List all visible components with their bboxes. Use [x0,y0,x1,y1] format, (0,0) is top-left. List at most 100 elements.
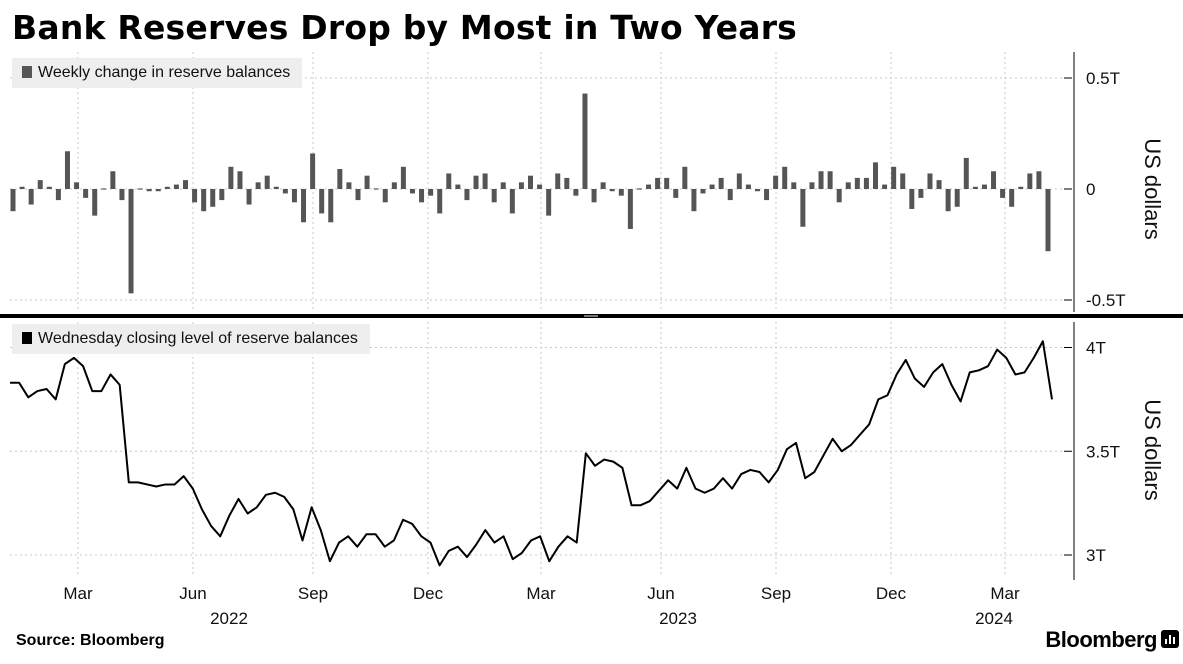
bar-21 [201,189,207,212]
bar-54 [500,182,506,189]
bar-71 [655,177,661,189]
bar-64 [591,189,597,203]
bar-88 [809,182,815,189]
bar-111 [1018,186,1024,189]
bloomberg-chart-icon [1161,630,1179,648]
bar-17 [164,186,170,189]
bar-22 [210,189,216,207]
bar-25 [237,171,243,189]
bar-15 [146,189,152,192]
x-year-label-2: 2024 [975,609,1013,628]
bar-58 [537,184,543,189]
source-note: Source: Bloomberg [16,632,165,649]
x-year-label-1: 2023 [659,609,697,628]
bar-101 [927,173,933,189]
bar-35 [328,189,334,223]
bar-46 [428,189,434,196]
bar-85 [782,166,788,189]
top-ytick-label-0: 0.5T [1086,69,1120,88]
x-tick-label-8: Mar [990,584,1020,603]
bar-69 [636,188,642,190]
bar-55 [509,189,515,214]
bar-4 [46,186,52,189]
bar-79 [727,189,733,201]
bar-78 [718,177,724,189]
bar-9 [92,189,98,216]
top-ytick-label-1: 0 [1086,180,1095,199]
x-tick-label-4: Mar [526,584,556,603]
bar-105 [963,157,969,189]
bar-90 [827,171,833,189]
bar-48 [446,173,452,189]
bar-0 [10,189,16,212]
bar-94 [863,177,869,189]
top-ytick-label-2: -0.5T [1086,291,1126,310]
bar-72 [664,177,670,189]
bar-11 [110,171,116,189]
bar-95 [873,162,878,189]
bar-16 [155,189,161,192]
reserve-level-line [10,340,1053,567]
bar-74 [682,166,688,189]
bar-32 [301,189,307,223]
bottom-ytick-label-2: 3T [1086,546,1106,565]
x-tick-label-5: Jun [647,584,674,603]
legend-closing-level: Wednesday closing level of reserve balan… [12,324,370,354]
bar-87 [800,189,806,227]
legend-swatch-line [22,332,32,344]
bar-62 [573,189,579,196]
bar-14 [137,188,143,190]
bar-34 [319,189,325,214]
bar-57 [528,175,533,189]
bar-66 [609,189,615,192]
bar-76 [700,189,706,194]
chart-title: Bank Reserves Drop by Most in Two Years [12,8,798,47]
bloomberg-logo: Bloomberg [1045,627,1157,652]
bar-7 [74,182,80,189]
bar-81 [745,184,751,189]
bar-27 [255,182,261,189]
bar-96 [882,184,888,189]
bar-109 [1000,189,1006,198]
bar-28 [264,175,270,189]
bottom-unit-label: US dollars [1140,399,1165,500]
panel-divider-handle [584,315,598,317]
bar-110 [1009,189,1015,207]
bar-26 [246,189,252,205]
bar-39 [364,175,370,189]
bar-113 [1036,171,1042,189]
bar-13 [128,189,134,294]
bar-49 [455,184,461,189]
bar-36 [337,169,343,189]
x-tick-label-0: Mar [63,584,93,603]
bar-83 [764,189,770,201]
bar-59 [546,189,552,216]
bar-103 [945,189,951,212]
bar-102 [936,180,942,189]
legend-label-closing-level: Wednesday closing level of reserve balan… [38,330,358,347]
bar-10 [101,188,107,190]
bar-75 [691,189,697,212]
bar-3 [37,180,43,189]
x-tick-label-2: Sep [298,584,328,603]
bar-65 [600,182,606,189]
x-tick-label-1: Jun [179,584,206,603]
bar-56 [518,182,524,189]
bar-70 [646,184,652,189]
bottom-ytick-label-1: 3.5T [1086,442,1120,461]
bar-61 [564,177,570,189]
bar-43 [400,166,406,189]
bar-91 [836,189,842,203]
bar-84 [773,175,779,189]
bar-106 [972,186,978,189]
bar-68 [627,189,633,229]
x-tick-label-3: Dec [413,584,444,603]
bar-8 [83,189,89,198]
bar-42 [391,182,397,189]
bar-52 [482,173,488,189]
bar-98 [900,173,906,189]
bar-45 [419,189,425,203]
bar-37 [346,182,352,189]
bottom-ytick-label-0: 4T [1086,339,1106,358]
